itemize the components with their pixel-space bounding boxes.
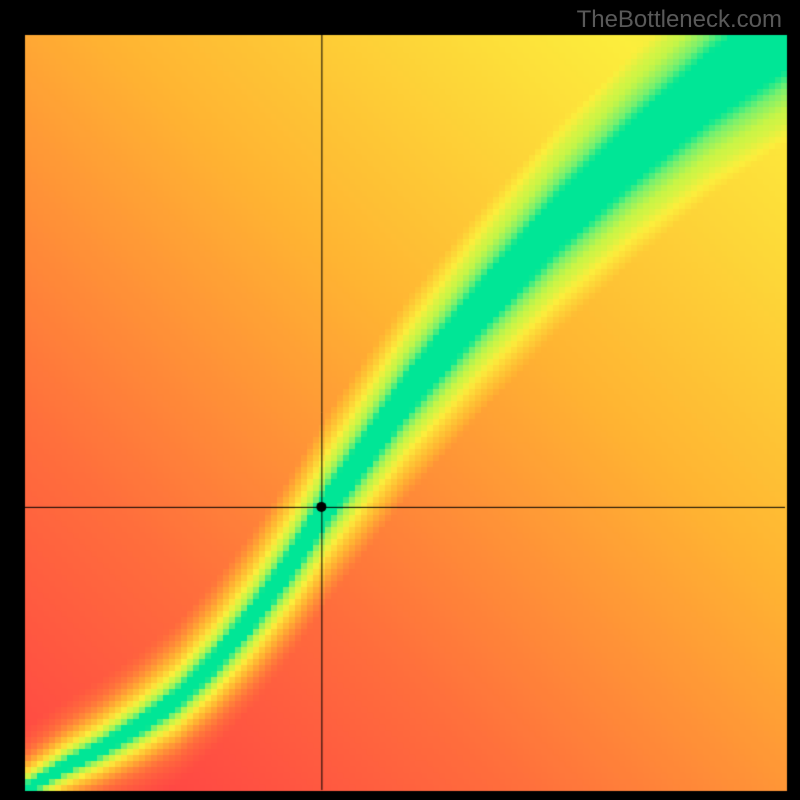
chart-container: TheBottleneck.com: [0, 0, 800, 800]
watermark-text: TheBottleneck.com: [577, 6, 782, 34]
heatmap-canvas: [0, 0, 800, 800]
